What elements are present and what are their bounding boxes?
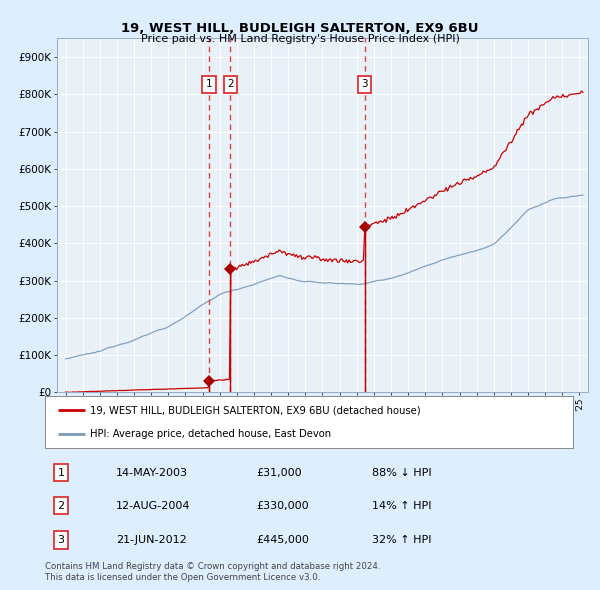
Text: 19, WEST HILL, BUDLEIGH SALTERTON, EX9 6BU: 19, WEST HILL, BUDLEIGH SALTERTON, EX9 6…: [121, 22, 479, 35]
Text: 12-AUG-2004: 12-AUG-2004: [116, 501, 191, 511]
Text: 2: 2: [57, 501, 64, 511]
Text: £445,000: £445,000: [256, 535, 309, 545]
Text: 14% ↑ HPI: 14% ↑ HPI: [373, 501, 432, 511]
Text: £330,000: £330,000: [256, 501, 309, 511]
Text: £31,000: £31,000: [256, 468, 302, 478]
Text: Contains HM Land Registry data © Crown copyright and database right 2024.: Contains HM Land Registry data © Crown c…: [45, 562, 380, 571]
Text: 2: 2: [227, 80, 233, 89]
Text: Price paid vs. HM Land Registry's House Price Index (HPI): Price paid vs. HM Land Registry's House …: [140, 34, 460, 44]
Text: HPI: Average price, detached house, East Devon: HPI: Average price, detached house, East…: [90, 430, 331, 440]
Text: 3: 3: [58, 535, 64, 545]
Text: 3: 3: [361, 80, 368, 89]
Text: This data is licensed under the Open Government Licence v3.0.: This data is licensed under the Open Gov…: [45, 573, 320, 582]
Text: 14-MAY-2003: 14-MAY-2003: [116, 468, 188, 478]
Text: 88% ↓ HPI: 88% ↓ HPI: [373, 468, 432, 478]
Text: 32% ↑ HPI: 32% ↑ HPI: [373, 535, 432, 545]
Text: 21-JUN-2012: 21-JUN-2012: [116, 535, 187, 545]
Text: 1: 1: [58, 468, 64, 478]
Text: 19, WEST HILL, BUDLEIGH SALTERTON, EX9 6BU (detached house): 19, WEST HILL, BUDLEIGH SALTERTON, EX9 6…: [90, 405, 421, 415]
Text: 1: 1: [206, 80, 212, 89]
